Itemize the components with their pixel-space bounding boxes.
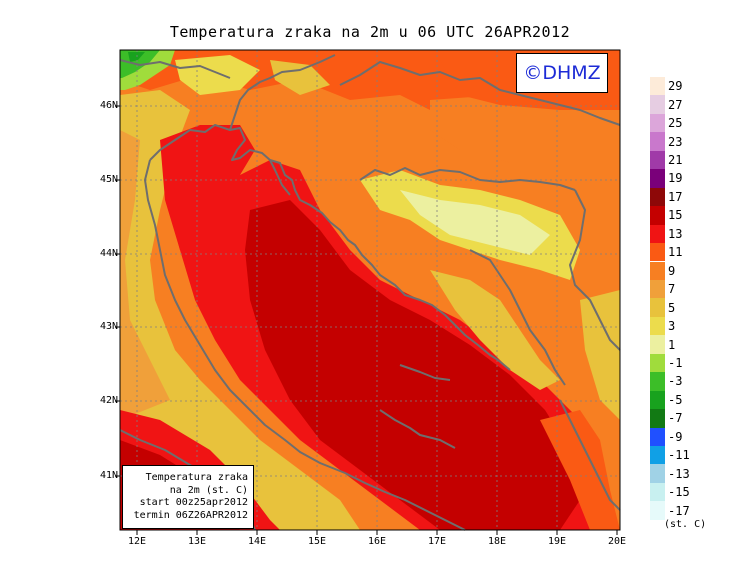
legend-label: 17 [668, 189, 683, 204]
legend-swatch [650, 335, 665, 354]
lat-label-42n: 42N [99, 395, 118, 406]
legend-swatch [650, 206, 665, 225]
legend-label: -3 [668, 374, 683, 389]
temperature-field [120, 50, 620, 530]
legend-label: 9 [668, 263, 676, 278]
lat-label-46n: 46N [99, 100, 118, 111]
legend-label: -15 [668, 485, 690, 500]
legend-swatch [650, 427, 665, 446]
legend-swatch [650, 113, 665, 133]
legend-swatch [650, 372, 665, 391]
legend-label: -13 [668, 466, 690, 481]
legend-label: 21 [668, 153, 683, 168]
map-title: Temperatura zraka na 2m u 06 UTC 26APR20… [169, 23, 571, 41]
legend-label: -17 [668, 503, 690, 518]
legend-label: 29 [668, 79, 683, 94]
info-line-3: start 00z25apr2012 [139, 497, 248, 508]
coastlines-and-borders [119, 54, 621, 531]
legend-label: 1 [668, 337, 676, 352]
lon-label-16e: 16E [367, 536, 387, 547]
legend-label: 3 [668, 319, 676, 334]
lat-label-43n: 43N [99, 321, 118, 332]
legend-swatch [650, 95, 665, 114]
legend-swatch [650, 298, 665, 317]
legend-swatch [650, 501, 665, 520]
lon-label-17e: 17E [427, 536, 447, 547]
legend-label: 19 [668, 171, 683, 186]
legend-swatch [650, 316, 665, 336]
lon-label-19e: 19E [547, 536, 567, 547]
legend-label: 27 [668, 97, 683, 112]
lon-label-14e: 14E [247, 536, 267, 547]
info-box: Temperatura zraka na 2m (st. C) start 00… [122, 465, 254, 529]
legend-label: 25 [668, 116, 683, 131]
axis-ticks [115, 105, 618, 535]
lon-label-13e: 13E [187, 536, 207, 547]
legend-label: 15 [668, 208, 683, 223]
info-line-2: na 2m (st. C) [169, 484, 248, 496]
lat-label-45n: 45N [99, 174, 118, 185]
legend-label: -5 [668, 392, 683, 407]
legend-label: 5 [668, 300, 676, 315]
legend-swatch [650, 169, 665, 188]
info-line-1: Temperatura zraka [145, 472, 248, 483]
lat-label-41n: 41N [99, 470, 118, 481]
legend-swatch [650, 261, 665, 280]
legend-label: -9 [668, 429, 683, 444]
legend-label: -7 [668, 411, 683, 426]
legend-swatch [650, 77, 665, 96]
legend-swatch [650, 464, 665, 483]
legend-label: 11 [668, 245, 683, 260]
legend-swatch [650, 243, 665, 262]
lon-label-18e: 18E [487, 536, 507, 547]
legend-swatch [650, 409, 665, 428]
legend-swatch [650, 279, 665, 299]
legend-swatch [650, 446, 665, 465]
legend-swatch [650, 224, 665, 244]
lat-label-44n: 44N [99, 248, 118, 259]
legend-unit: (st. C) [664, 519, 707, 530]
lon-label-20e: 20E [607, 536, 627, 547]
info-line-4: termin 06Z26APR2012 [133, 509, 248, 521]
dhmz-logo: ©DHMZ [516, 53, 608, 93]
lon-label-12e: 12E [127, 536, 147, 547]
legend-swatch [650, 150, 665, 170]
lon-label-15e: 15E [307, 536, 327, 547]
grid-lines [120, 50, 620, 530]
legend-label: 7 [668, 282, 676, 297]
legend-swatch [650, 132, 665, 151]
legend-swatch [650, 353, 665, 373]
legend-label: -1 [668, 355, 683, 370]
legend-label: 13 [668, 226, 683, 241]
legend-swatch [650, 187, 665, 207]
legend-swatch [650, 390, 665, 410]
legend-label: -11 [668, 448, 690, 463]
legend-label: 23 [668, 134, 683, 149]
legend-swatch [650, 482, 665, 502]
